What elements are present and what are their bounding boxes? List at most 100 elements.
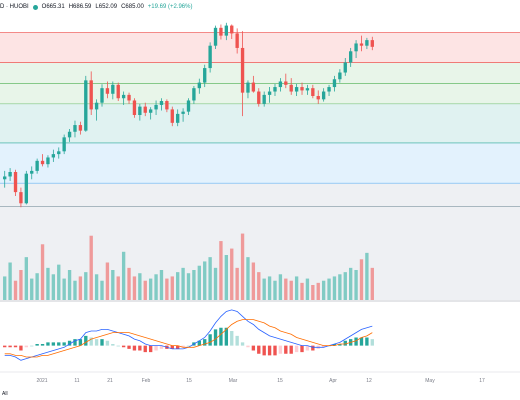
fib-zone (0, 142, 520, 184)
volume-bar (267, 276, 272, 300)
volume-bar (294, 276, 299, 300)
market-status-dot (32, 4, 38, 10)
macd-histogram-bar (170, 345, 174, 349)
macd-histogram-bar (246, 345, 250, 348)
macd-histogram-bar (84, 335, 88, 346)
volume-bar (262, 278, 266, 300)
candle-body (332, 79, 337, 88)
volume-bar (192, 270, 196, 300)
macd-histogram-bar (73, 339, 77, 346)
macd-histogram-bar (40, 344, 45, 346)
volume-bar (62, 278, 66, 300)
macd-histogram-bar (257, 345, 261, 354)
macd-histogram-bar (289, 345, 293, 354)
macd-histogram-bar (89, 337, 93, 346)
volume-bar (67, 270, 72, 300)
macd-histogram-bar (181, 345, 185, 348)
volume-bar (246, 257, 250, 300)
candle (94, 99, 99, 121)
candle-body (262, 94, 266, 104)
candle-body (116, 84, 120, 99)
range-all-button[interactable]: All (2, 391, 8, 397)
candle-body (154, 104, 158, 110)
candle (46, 155, 50, 168)
macd-histogram-bar (197, 340, 201, 346)
candle-body (138, 106, 142, 115)
volume-bar (100, 280, 104, 300)
candle (181, 108, 185, 122)
candle (262, 91, 266, 107)
macd-histogram-bar (370, 339, 374, 346)
macd-histogram-bar (51, 342, 56, 346)
candle (192, 85, 196, 104)
volume-bar (257, 272, 261, 300)
candle-body (121, 94, 126, 99)
candle (305, 84, 310, 95)
candle (57, 147, 61, 159)
candle (170, 106, 174, 127)
candle (230, 24, 234, 39)
macd-histogram-bar (224, 327, 229, 346)
macd-histogram-bar (111, 344, 115, 346)
candle (111, 81, 115, 100)
ohlc-close: C685.00 (121, 4, 144, 10)
volume-bar (111, 270, 115, 300)
volume-bar (251, 262, 256, 300)
candle (343, 58, 347, 76)
macd-histogram-bar (67, 340, 72, 346)
candle (311, 84, 315, 99)
volume-bar (159, 270, 164, 300)
macd-histogram-bar (343, 340, 347, 346)
volume-bar (3, 276, 7, 300)
candle-body (321, 91, 326, 100)
x-tick-label: 12 (366, 378, 372, 384)
candle (321, 88, 326, 102)
macd-histogram-bar (176, 345, 180, 349)
volume-bar (138, 273, 142, 300)
candle (73, 120, 77, 138)
macd-histogram-bar (121, 345, 126, 348)
macd-histogram-bar (273, 345, 277, 356)
candle (219, 24, 223, 40)
candle (143, 102, 147, 117)
macd-histogram-bar (219, 327, 223, 346)
candle (13, 169, 18, 197)
candle (62, 134, 66, 155)
candle (348, 47, 353, 67)
volume-bar (278, 274, 283, 300)
candle-body (305, 88, 310, 91)
candle (316, 90, 320, 104)
candle-body (348, 51, 353, 63)
x-tick-label: Mar (229, 378, 238, 384)
candle (332, 75, 337, 92)
candle-body (365, 40, 369, 46)
volume-bar (57, 264, 61, 300)
candle (89, 71, 93, 115)
volume-bar (127, 267, 131, 300)
volume-bar (332, 276, 337, 300)
candle (67, 128, 72, 142)
candle (300, 82, 304, 95)
volume-bar (40, 244, 45, 300)
candle-body (370, 40, 374, 47)
candle (284, 73, 288, 89)
x-tick-label: 21 (107, 378, 113, 384)
candle (289, 78, 293, 95)
candle-body (246, 82, 250, 93)
volume-bar (203, 261, 207, 300)
volume-bar (230, 248, 234, 300)
candle (8, 168, 12, 181)
macd-histogram-bar (359, 337, 364, 346)
candle (278, 78, 283, 92)
macd-histogram-bar (294, 345, 299, 353)
candle-body (186, 100, 191, 112)
volume-bar (154, 274, 158, 300)
candle-body (165, 101, 169, 110)
candle (100, 84, 104, 107)
volume-bar (121, 251, 126, 300)
macd-histogram-bar (284, 345, 288, 354)
candle-body (354, 43, 358, 52)
volume-bar (78, 276, 83, 300)
candle (121, 91, 126, 105)
